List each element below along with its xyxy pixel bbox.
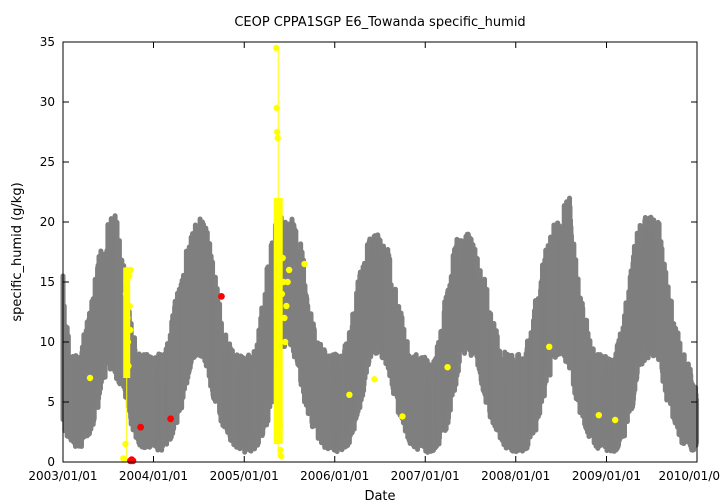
yellow-point (281, 314, 288, 322)
yellow-point (301, 260, 308, 268)
x-tick-label: 2004/01/01 (119, 469, 188, 483)
yellow-point (284, 278, 291, 286)
x-axis-label: Date (364, 489, 395, 504)
yellow-point (283, 302, 290, 310)
x-tick-label: 2008/01/01 (481, 469, 550, 483)
yellow-point (285, 266, 293, 274)
yellow-point (273, 104, 280, 112)
yellow-point (444, 364, 451, 371)
yellow-point (124, 338, 132, 346)
y-tick-label: 25 (40, 155, 55, 169)
y-axis-label: specific_humid (g/kg) (10, 182, 25, 321)
yellow-point (122, 290, 130, 298)
yellow-point (399, 413, 406, 420)
yellow-point (125, 362, 132, 370)
yellow-point (371, 376, 378, 383)
yellow-point (275, 242, 282, 250)
yellow-point (276, 422, 284, 430)
series-yellow-flagged (86, 44, 619, 463)
yellow-point (277, 446, 284, 454)
tick-layer: 0 5 10 15 20 25 30 35 2003/01/01 2004/01/01 2005/0… (28, 35, 720, 483)
red-point (137, 423, 145, 431)
y-tick-label: 20 (40, 215, 55, 229)
yellow-point (123, 278, 130, 286)
yellow-point (127, 266, 134, 274)
yellow-point (277, 452, 285, 460)
red-point (129, 457, 137, 465)
x-tick-label: 2003/01/01 (28, 469, 97, 483)
yellow-point (126, 302, 133, 310)
y-tick-label: 5 (47, 395, 55, 409)
yellow-point (126, 272, 133, 280)
data-layer (60, 44, 700, 465)
yellow-point (273, 44, 280, 52)
yellow-point (274, 134, 281, 142)
red-point (167, 415, 175, 423)
red-point (218, 293, 225, 300)
yellow-point (122, 440, 129, 448)
x-tick-label: 2006/01/01 (300, 469, 369, 483)
yellow-spike-2003-band (123, 267, 131, 378)
yellow-point (276, 314, 283, 322)
y-tick-label: 0 (47, 455, 55, 469)
y-tick-label: 15 (40, 275, 55, 289)
yellow-point (279, 254, 286, 262)
yellow-point (281, 338, 289, 346)
yellow-point (86, 374, 94, 382)
x-tick-label: 2010/01/0 (658, 469, 720, 483)
x-tick-label: 2005/01/01 (210, 469, 279, 483)
yellow-point (274, 128, 281, 136)
yellow-point (346, 391, 353, 398)
y-tick-label: 10 (40, 335, 55, 349)
yellow-point (611, 416, 619, 424)
x-tick-label: 2007/01/01 (391, 469, 460, 483)
yellow-point (126, 326, 134, 334)
yellow-point (124, 314, 131, 322)
yellow-point (595, 412, 603, 419)
chart-title: CEOP CPPA1SGP E6_Towanda specific_humid (234, 15, 525, 30)
y-tick-label: 30 (40, 95, 55, 109)
yellow-point (278, 290, 286, 298)
plot-frame (62, 41, 698, 463)
yellow-point (121, 456, 128, 463)
yellow-point (546, 343, 553, 350)
x-tick-label: 2009/01/01 (572, 469, 641, 483)
y-tick-label: 35 (40, 35, 55, 49)
yellow-point (275, 218, 282, 226)
